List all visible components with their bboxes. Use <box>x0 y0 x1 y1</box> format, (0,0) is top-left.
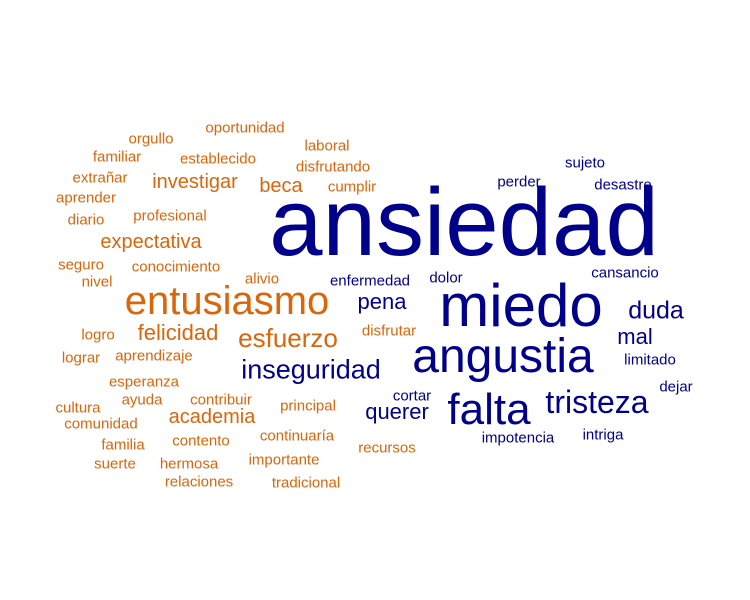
word-falta: falta <box>447 385 531 434</box>
word-laboral: laboral <box>304 137 350 155</box>
word-expectativa: expectativa <box>100 231 202 253</box>
word-ansiedad: ansiedad <box>269 169 659 276</box>
word-seguro: seguro <box>58 256 104 274</box>
word-ayuda: ayuda <box>121 391 163 409</box>
word-enfermedad: enfermedad <box>329 272 411 290</box>
word-nivel: nivel <box>81 273 113 291</box>
word-dejar: dejar <box>659 378 693 396</box>
word-esfuerzo: esfuerzo <box>238 323 338 353</box>
word-cumplir: cumplir <box>327 178 377 196</box>
word-hermosa: hermosa <box>159 455 219 473</box>
word-disfrutar: disfrutar <box>361 322 417 340</box>
word-diario: diario <box>67 211 105 229</box>
word-perder: perder <box>497 173 541 191</box>
word-disfrutando: disfrutando <box>295 158 371 176</box>
word-contribuir: contribuir <box>190 391 252 409</box>
word-aprendizaje: aprendizaje <box>115 347 193 365</box>
word-familia: familia <box>101 436 145 454</box>
word-profesional: profesional <box>133 207 207 225</box>
word-investigar: investigar <box>152 171 238 193</box>
word-suerte: suerte <box>94 455 136 473</box>
word-conocimiento: conocimiento <box>131 258 221 276</box>
word-entusiasmo: entusiasmo <box>124 279 330 323</box>
word-lograr: lograr <box>61 349 101 367</box>
word-miedo: miedo <box>439 272 603 339</box>
word-dolor: dolor <box>429 269 463 287</box>
word-tristeza: tristeza <box>545 384 649 420</box>
word-limitado: limitado <box>624 351 676 369</box>
word-querer: querer <box>365 399 429 424</box>
word-academia: academia <box>168 406 256 428</box>
word-continuaria: continuaría <box>259 427 335 445</box>
word-extranar: extrañar <box>72 169 128 187</box>
word-cortar: cortar <box>392 387 432 405</box>
word-cultura: cultura <box>55 399 101 417</box>
word-intriga: intriga <box>582 426 624 444</box>
word-principal: principal <box>280 397 336 415</box>
word-inseguridad: inseguridad <box>241 354 381 385</box>
word-orgullo: orgullo <box>128 130 174 148</box>
word-contento: contento <box>172 432 230 450</box>
word-aprender: aprender <box>55 189 117 207</box>
word-beca: beca <box>259 175 303 197</box>
word-sujeto: sujeto <box>564 154 606 172</box>
word-establecido: establecido <box>180 150 256 168</box>
word-esperanza: esperanza <box>108 373 180 391</box>
word-angustia: angustia <box>412 330 594 383</box>
word-logro: logro <box>81 326 115 344</box>
word-alivio: alivio <box>244 270 280 288</box>
word-felicidad: felicidad <box>137 320 219 345</box>
word-relaciones: relaciones <box>164 473 234 491</box>
word-pena: pena <box>357 289 407 314</box>
word-cansancio: cansancio <box>591 264 659 282</box>
word-desastre: desastre <box>594 176 652 194</box>
word-duda: duda <box>628 296 684 325</box>
word-mal: mal <box>617 324 653 349</box>
word-impotencia: impotencia <box>481 429 555 447</box>
word-familiar: familiar <box>92 148 142 166</box>
word-comunidad: comunidad <box>64 415 138 433</box>
word-tradicional: tradicional <box>271 474 341 492</box>
word-importante: importante <box>248 451 320 469</box>
word-recursos: recursos <box>358 439 416 457</box>
word-oportunidad: oportunidad <box>205 119 285 137</box>
